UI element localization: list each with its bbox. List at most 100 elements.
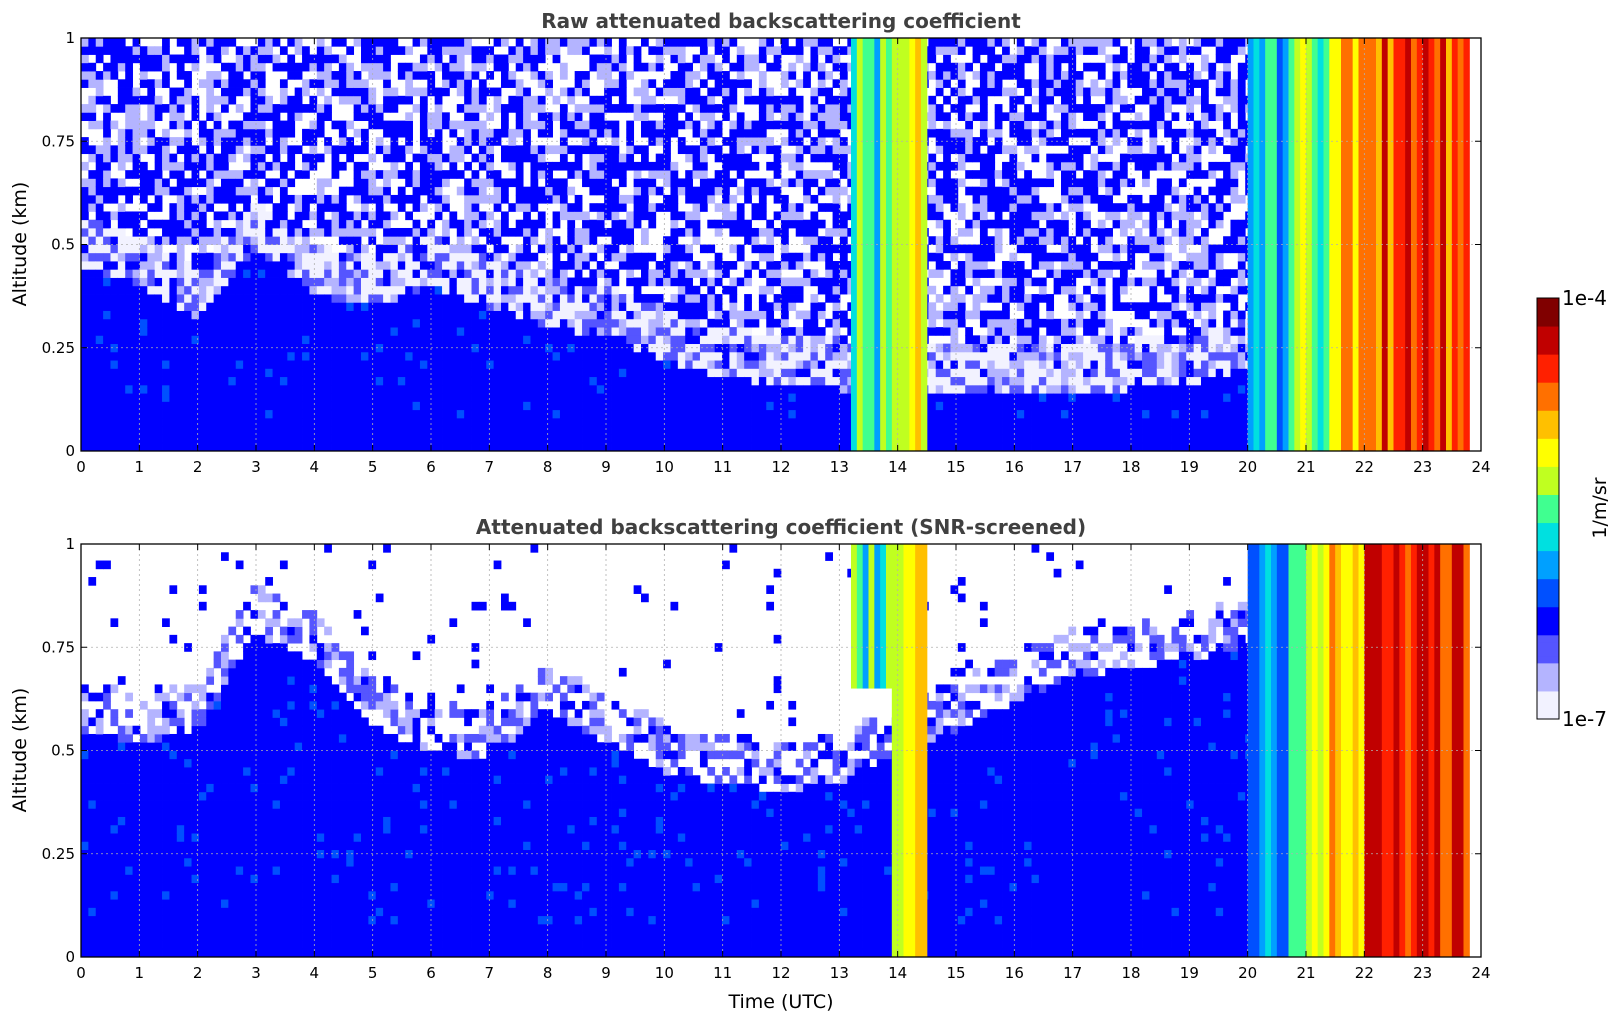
heat-cell [655, 269, 664, 278]
heat-cell [692, 161, 701, 171]
heat-cell [582, 434, 590, 444]
heat-cell [390, 153, 399, 163]
heat-cell [758, 178, 767, 188]
heat-cell [803, 434, 811, 444]
heat-cell [972, 153, 981, 163]
heat-cell [154, 104, 163, 113]
heat-cell [943, 285, 951, 295]
heat-cell [265, 384, 273, 394]
heat-cell [257, 401, 266, 411]
heat-cell [810, 294, 819, 303]
heat-cell [604, 318, 612, 328]
heat-cell [722, 137, 730, 146]
heat-cell [368, 219, 377, 229]
heat-cell [390, 244, 399, 254]
heat-cell [147, 409, 156, 419]
heat-cell [456, 87, 465, 97]
heat-cell [655, 153, 664, 163]
heat-cell [530, 236, 539, 245]
heat-cell [375, 62, 384, 72]
heat-cell [758, 393, 767, 402]
heat-cell [147, 285, 156, 295]
heat-cell [117, 252, 126, 262]
heat-cell [692, 327, 701, 336]
heat-cell [361, 393, 369, 402]
heat-cell [530, 393, 539, 402]
heat-cell [279, 277, 288, 287]
heat-cell [663, 178, 671, 188]
heat-cell [81, 203, 89, 212]
heat-cell [471, 376, 480, 386]
heat-cell [567, 145, 576, 155]
heat-cell [191, 46, 200, 55]
heat-cell [839, 393, 848, 402]
heat-cell [368, 269, 377, 278]
heat-cell [736, 211, 745, 221]
heat-cell [405, 112, 413, 121]
heat-cell [545, 71, 553, 80]
heat-cell [508, 203, 517, 212]
heat-cell [714, 376, 723, 386]
heat-cell [950, 87, 959, 97]
heat-cell [677, 62, 686, 72]
heat-cell [699, 145, 708, 155]
heat-cell [530, 71, 539, 80]
heat-cell [935, 145, 944, 155]
heat-cell [552, 244, 561, 254]
heat-cell [154, 417, 163, 427]
heat-cell [677, 71, 686, 80]
heat-cell [368, 335, 377, 345]
heat-cell [154, 384, 163, 394]
heat-cell [589, 351, 598, 361]
heat-cell [125, 87, 133, 97]
heat-cell [751, 442, 760, 451]
heat-cell [456, 302, 465, 311]
heat-cell [478, 302, 487, 311]
heat-cell [383, 227, 391, 237]
heat-cell [206, 203, 215, 212]
heat-cell [685, 327, 693, 336]
heat-cell [626, 219, 635, 229]
heat-cell [442, 38, 450, 47]
heat-cell [567, 211, 576, 221]
heat-cell [604, 71, 612, 80]
heat-cell [132, 269, 141, 278]
heat-cell [478, 161, 487, 171]
heat-cell [773, 376, 782, 386]
heat-cell [781, 302, 789, 311]
heat-cell [471, 219, 480, 229]
heat-cell [825, 393, 833, 402]
heat-cell [596, 261, 605, 270]
heat-cell [383, 194, 391, 204]
heat-cell [397, 285, 406, 295]
heat-cell [611, 335, 620, 345]
heat-cell [493, 360, 502, 369]
heat-cell [744, 409, 752, 419]
heat-cell [235, 285, 244, 295]
heat-cell [788, 376, 797, 386]
heat-cell [139, 252, 148, 262]
heat-cell [803, 120, 811, 130]
heat-cell [154, 335, 163, 345]
heat-cell [965, 343, 973, 353]
heat-cell [294, 318, 303, 328]
heat-cell [338, 384, 347, 394]
heat-cell [478, 310, 487, 320]
heat-cell [685, 145, 693, 155]
heat-cell [235, 194, 244, 204]
heat-cell [692, 87, 701, 97]
heat-cell [198, 442, 207, 451]
heat-cell [972, 302, 981, 311]
heat-cell [935, 161, 944, 171]
heat-cell [287, 95, 296, 105]
heat-cell [397, 128, 406, 138]
heat-cell [604, 211, 612, 221]
heat-cell [943, 302, 951, 311]
heat-cell [257, 368, 266, 378]
heat-cell [552, 269, 561, 278]
heat-cell [368, 71, 377, 80]
heat-cell [228, 302, 237, 311]
heat-cell [773, 186, 782, 196]
heat-cell [795, 310, 804, 320]
heat-cell [677, 360, 686, 369]
